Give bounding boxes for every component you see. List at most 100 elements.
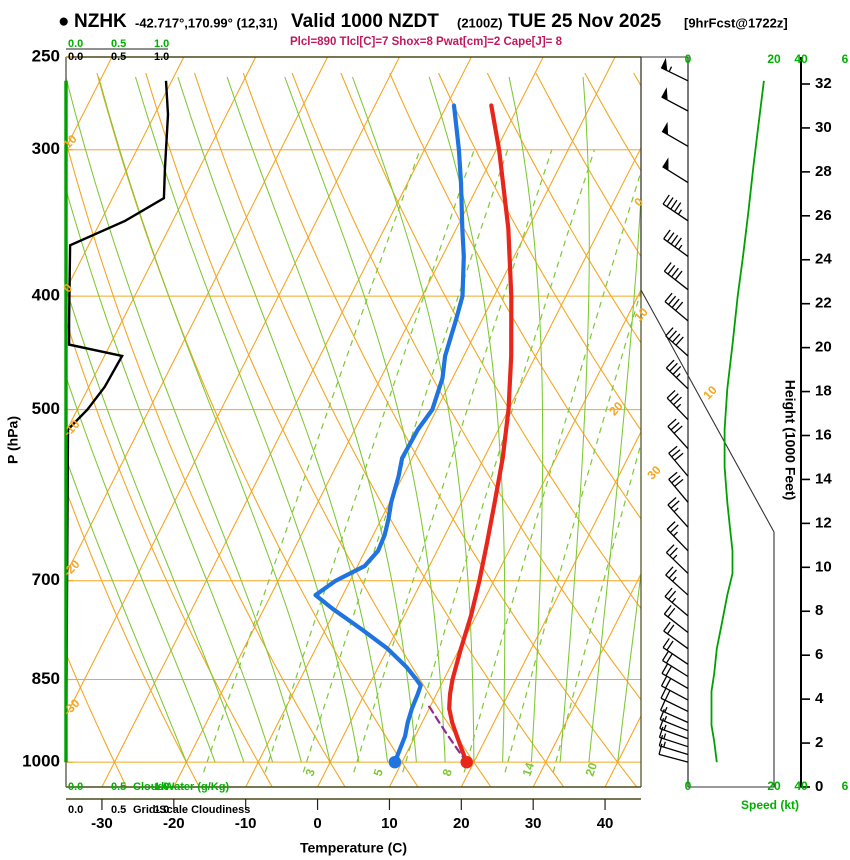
dry-adiabat-line [291, 72, 641, 701]
barb-full [664, 690, 671, 701]
height-tick-label: 24 [815, 251, 832, 268]
barb-full [668, 569, 677, 579]
pressure-tick-label: 250 [32, 46, 60, 65]
pressure-tick-label: 850 [32, 669, 60, 688]
barb-full [669, 524, 679, 534]
barb-shaft [659, 736, 689, 748]
barb-half [672, 554, 678, 560]
barb-full [658, 735, 664, 746]
height-tick-label: 4 [815, 690, 824, 707]
speed-tick-label-top: 0 [685, 52, 692, 66]
barb-full [665, 359, 675, 369]
forecast-info: [9hrFcst@1722z] [684, 15, 788, 30]
isotherm-line [317, 146, 641, 787]
wind-barb [666, 521, 689, 552]
barb-pennant [662, 121, 669, 135]
speed-tick-label-top: 20 [767, 52, 781, 66]
barb-full [671, 449, 681, 458]
barb-full [666, 232, 675, 242]
barb-full [670, 199, 678, 210]
pressure-tick-label: 500 [32, 399, 60, 418]
barb-shaft [667, 426, 689, 450]
cloudwater-tick-label-bottom: 0.5 [111, 781, 126, 793]
temperature-axis-label: Temperature (C) [300, 840, 407, 856]
parcel-trace [425, 701, 468, 764]
wind-barb [659, 700, 689, 724]
barb-full [668, 330, 677, 340]
height-tick-label: 32 [815, 75, 832, 92]
valid-date: TUE 25 Nov 2025 [508, 11, 662, 32]
mixing-ratio-label: 20 [583, 761, 601, 778]
moist-adiabat-line [559, 76, 590, 763]
pressure-tick-label: 1000 [22, 752, 60, 771]
barb-full [669, 547, 678, 557]
wind-barb [665, 359, 689, 390]
wind-barb [658, 735, 689, 756]
height-tick-label: 14 [815, 470, 832, 487]
barb-full [673, 425, 683, 434]
dry-adiabat-line [66, 488, 200, 787]
cloudiness-tick-label: 0.0 [68, 51, 83, 63]
dry-adiabat-line [389, 72, 641, 520]
station-coords: -42.717°,170.99° (12,31) [135, 15, 278, 30]
valid-utc: (2100Z) [457, 15, 503, 30]
mixing-ratio-line [353, 149, 553, 773]
height-tick-label: 20 [815, 339, 832, 356]
wind-barb [663, 229, 689, 257]
barb-full [669, 393, 679, 402]
pressure-tick-label: 700 [32, 570, 60, 589]
barb-full [671, 267, 679, 278]
wind-barb [663, 621, 689, 650]
moist-adiabat-line [66, 187, 274, 763]
barb-half [671, 597, 677, 603]
height-tick-label: 0 [815, 778, 823, 795]
barb-full [666, 521, 676, 530]
wind-barb [663, 604, 689, 634]
mixing-ratio-label: 5 [371, 767, 386, 778]
wind-barb [662, 650, 689, 678]
dry-adiabat-line [340, 72, 641, 610]
barb-full [662, 650, 669, 661]
mixing-ratio-line [203, 149, 421, 773]
barb-full [668, 471, 678, 480]
barb-shaft [658, 753, 689, 763]
barb-full [662, 194, 670, 205]
cloudwater-axis-label: CloudWater (g/Kg) [133, 781, 229, 793]
barb-full [667, 607, 676, 618]
height-tick-label: 8 [815, 602, 823, 619]
barb-full [672, 366, 682, 375]
cloudiness-tick-label-bottom: 0.0 [68, 804, 83, 816]
moist-adiabat-line [134, 76, 360, 763]
wind-barb [663, 262, 689, 291]
moist-adiabat-line [588, 188, 641, 763]
barb-full [658, 726, 664, 738]
barb-full [665, 566, 674, 576]
isotherm-line [388, 288, 641, 787]
surface-temperature-marker [460, 755, 473, 769]
barb-full [668, 590, 677, 600]
moist-adiabat-line [508, 76, 544, 763]
wind-barb [664, 587, 689, 617]
barb-full [673, 396, 682, 406]
barb-full [666, 640, 674, 651]
barb-full [665, 544, 675, 554]
wind-panel [640, 56, 810, 788]
isotherm-line [532, 572, 641, 787]
barb-full [674, 478, 684, 487]
barb-shaft [668, 478, 689, 503]
barb-full [665, 327, 674, 337]
barb-full [663, 262, 672, 272]
wind-barb [660, 688, 689, 712]
cloudwater-tick-label: 0.5 [111, 38, 126, 50]
barb-pennant [661, 57, 668, 71]
cloudiness-tick-label-bottom: 0.5 [111, 804, 126, 816]
moist-adiabat-line [66, 76, 302, 763]
barb-shaft [662, 203, 689, 222]
speed-tick-label-bottom: 20 [767, 779, 781, 793]
barb-full [671, 298, 680, 308]
moist-adiabat-line [66, 375, 216, 763]
wind-barb [661, 663, 689, 689]
height-tick-label: 28 [815, 163, 832, 180]
pressure-tick-label: 400 [32, 286, 60, 305]
